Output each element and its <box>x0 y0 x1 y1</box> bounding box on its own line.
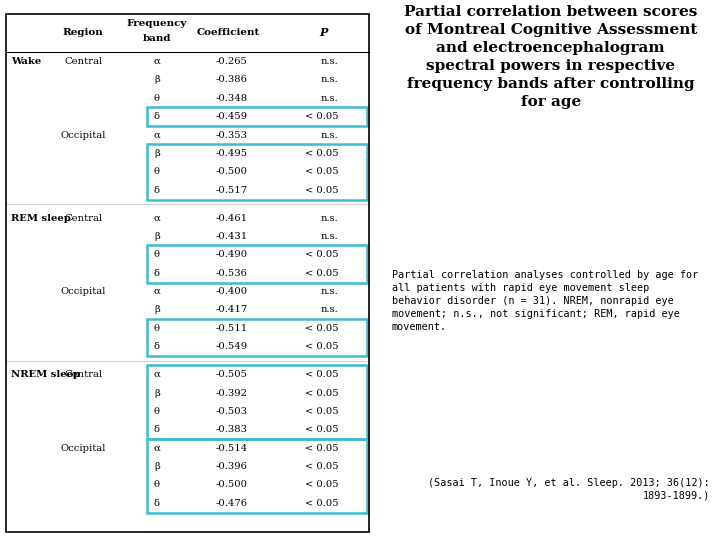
Text: α: α <box>153 131 161 139</box>
Text: n.s.: n.s. <box>320 232 338 241</box>
Text: -0.476: -0.476 <box>215 499 248 508</box>
Text: θ: θ <box>154 324 160 333</box>
Text: < 0.05: < 0.05 <box>305 269 338 278</box>
Text: -0.549: -0.549 <box>215 342 248 351</box>
Text: < 0.05: < 0.05 <box>305 462 338 471</box>
Text: -0.514: -0.514 <box>215 444 248 453</box>
Text: Region: Region <box>63 29 104 37</box>
Text: Frequency: Frequency <box>127 19 187 28</box>
Text: n.s.: n.s. <box>320 306 338 314</box>
Text: n.s.: n.s. <box>320 287 338 296</box>
Text: Central: Central <box>64 57 102 66</box>
Text: -0.353: -0.353 <box>215 131 248 139</box>
Text: θ: θ <box>154 481 160 489</box>
Text: -0.495: -0.495 <box>215 149 248 158</box>
Text: δ: δ <box>154 112 160 121</box>
Text: -0.505: -0.505 <box>215 370 248 379</box>
Text: -0.383: -0.383 <box>215 426 248 434</box>
Text: -0.431: -0.431 <box>215 232 248 241</box>
Text: -0.348: -0.348 <box>215 94 248 103</box>
Text: θ: θ <box>154 251 160 259</box>
Bar <box>148 319 366 356</box>
Text: < 0.05: < 0.05 <box>305 112 338 121</box>
Bar <box>148 365 366 440</box>
Text: -0.396: -0.396 <box>216 462 248 471</box>
Text: -0.490: -0.490 <box>215 251 248 259</box>
Text: δ: δ <box>154 186 160 194</box>
Text: Central: Central <box>64 214 102 222</box>
Text: P: P <box>319 28 328 38</box>
Text: δ: δ <box>154 269 160 278</box>
Text: n.s.: n.s. <box>320 131 338 139</box>
Text: -0.500: -0.500 <box>215 167 248 176</box>
Text: < 0.05: < 0.05 <box>305 370 338 379</box>
Text: REM sleep: REM sleep <box>12 214 71 222</box>
Text: β: β <box>154 232 160 241</box>
Text: -0.536: -0.536 <box>216 269 248 278</box>
Text: -0.500: -0.500 <box>215 481 248 489</box>
Text: < 0.05: < 0.05 <box>305 389 338 397</box>
Text: Central: Central <box>64 370 102 379</box>
Text: α: α <box>153 370 161 379</box>
Text: < 0.05: < 0.05 <box>305 342 338 351</box>
Text: < 0.05: < 0.05 <box>305 426 338 434</box>
Text: δ: δ <box>154 342 160 351</box>
Text: β: β <box>154 76 160 84</box>
Text: β: β <box>154 149 160 158</box>
Text: Occipital: Occipital <box>60 131 106 139</box>
Text: < 0.05: < 0.05 <box>305 186 338 194</box>
Text: Occipital: Occipital <box>60 444 106 453</box>
Bar <box>148 438 366 513</box>
Text: band: band <box>143 34 171 43</box>
Text: α: α <box>153 57 161 66</box>
Bar <box>148 107 366 126</box>
Text: < 0.05: < 0.05 <box>305 324 338 333</box>
Bar <box>148 144 366 200</box>
Text: < 0.05: < 0.05 <box>305 407 338 416</box>
Text: -0.392: -0.392 <box>215 389 248 397</box>
Text: θ: θ <box>154 407 160 416</box>
Text: Partial correlation analyses controlled by age for
all patients with rapid eye m: Partial correlation analyses controlled … <box>392 270 698 332</box>
Text: -0.265: -0.265 <box>216 57 248 66</box>
Text: -0.400: -0.400 <box>215 287 248 296</box>
Text: -0.417: -0.417 <box>215 306 248 314</box>
Text: β: β <box>154 389 160 397</box>
Text: (Sasai T, Inoue Y, et al. Sleep. 2013; 36(12):
1893-1899.): (Sasai T, Inoue Y, et al. Sleep. 2013; 3… <box>428 478 710 501</box>
Text: θ: θ <box>154 94 160 103</box>
Text: -0.386: -0.386 <box>216 76 248 84</box>
Text: α: α <box>153 444 161 453</box>
Text: β: β <box>154 462 160 471</box>
Text: < 0.05: < 0.05 <box>305 499 338 508</box>
Text: -0.511: -0.511 <box>215 324 248 333</box>
Text: θ: θ <box>154 167 160 176</box>
Text: β: β <box>154 306 160 314</box>
Text: Coefficient: Coefficient <box>197 29 261 37</box>
Text: < 0.05: < 0.05 <box>305 167 338 176</box>
Text: < 0.05: < 0.05 <box>305 481 338 489</box>
Text: < 0.05: < 0.05 <box>305 251 338 259</box>
Text: n.s.: n.s. <box>320 214 338 222</box>
Text: n.s.: n.s. <box>320 57 338 66</box>
Text: -0.517: -0.517 <box>215 186 248 194</box>
Text: < 0.05: < 0.05 <box>305 149 338 158</box>
Text: Occipital: Occipital <box>60 287 106 296</box>
Text: -0.461: -0.461 <box>215 214 248 222</box>
Text: δ: δ <box>154 426 160 434</box>
Text: Partial correlation between scores
of Montreal Cognitive Assessment
and electroe: Partial correlation between scores of Mo… <box>404 5 698 109</box>
Text: NREM sleep: NREM sleep <box>12 370 81 379</box>
Text: n.s.: n.s. <box>320 94 338 103</box>
Text: α: α <box>153 287 161 296</box>
Text: -0.503: -0.503 <box>215 407 248 416</box>
Text: -0.459: -0.459 <box>215 112 248 121</box>
Bar <box>148 245 366 283</box>
Text: < 0.05: < 0.05 <box>305 444 338 453</box>
Text: Wake: Wake <box>12 57 42 66</box>
Text: α: α <box>153 214 161 222</box>
Text: δ: δ <box>154 499 160 508</box>
Text: n.s.: n.s. <box>320 76 338 84</box>
